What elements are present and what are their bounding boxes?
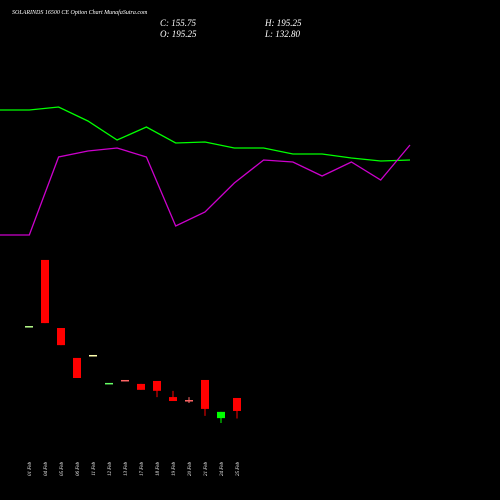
x-tick-label: 19 Feb — [172, 462, 177, 477]
x-tick-label: 04 Feb — [44, 462, 49, 477]
x-tick-label: 18 Feb — [156, 462, 161, 477]
candle-body — [25, 326, 33, 328]
low-label: L: 132.80 — [264, 29, 301, 39]
x-tick-label: 20 Feb — [188, 462, 193, 477]
x-tick-label: 13 Feb — [124, 462, 129, 477]
x-tick-label: 17 Feb — [140, 462, 145, 477]
open-label: O: 195.25 — [160, 29, 197, 39]
chart-title: SOLARINDS 16500 CE Option Chart MunafaSu… — [12, 9, 148, 16]
candle-body — [217, 411, 225, 419]
x-tick-label: 01 Feb — [28, 462, 33, 477]
line-series — [0, 106, 411, 162]
x-tick-label: 06 Feb — [76, 462, 81, 477]
candle-body — [185, 400, 193, 402]
x-tick-label: 21 Feb — [204, 462, 209, 477]
candle-body — [73, 357, 81, 378]
candle-body — [201, 379, 209, 409]
x-tick-label: 11 Feb — [92, 462, 97, 476]
candle-body — [57, 328, 65, 346]
candle-body — [169, 397, 177, 402]
candle-body — [233, 397, 241, 411]
candle-body — [41, 259, 49, 324]
candle-body — [153, 380, 161, 391]
x-tick-label: 12 Feb — [108, 462, 113, 477]
x-tick-label: 24 Feb — [220, 462, 225, 477]
candle-body — [105, 382, 113, 385]
candle-body — [89, 354, 97, 357]
x-tick-label: 25 Feb — [236, 462, 241, 477]
candle-body — [121, 379, 129, 382]
close-label: C: 155.75 — [160, 18, 197, 28]
line-series — [0, 144, 411, 236]
high-label: H: 195.25 — [264, 18, 302, 28]
candle-body — [137, 383, 145, 390]
x-tick-label: 05 Feb — [60, 462, 65, 477]
